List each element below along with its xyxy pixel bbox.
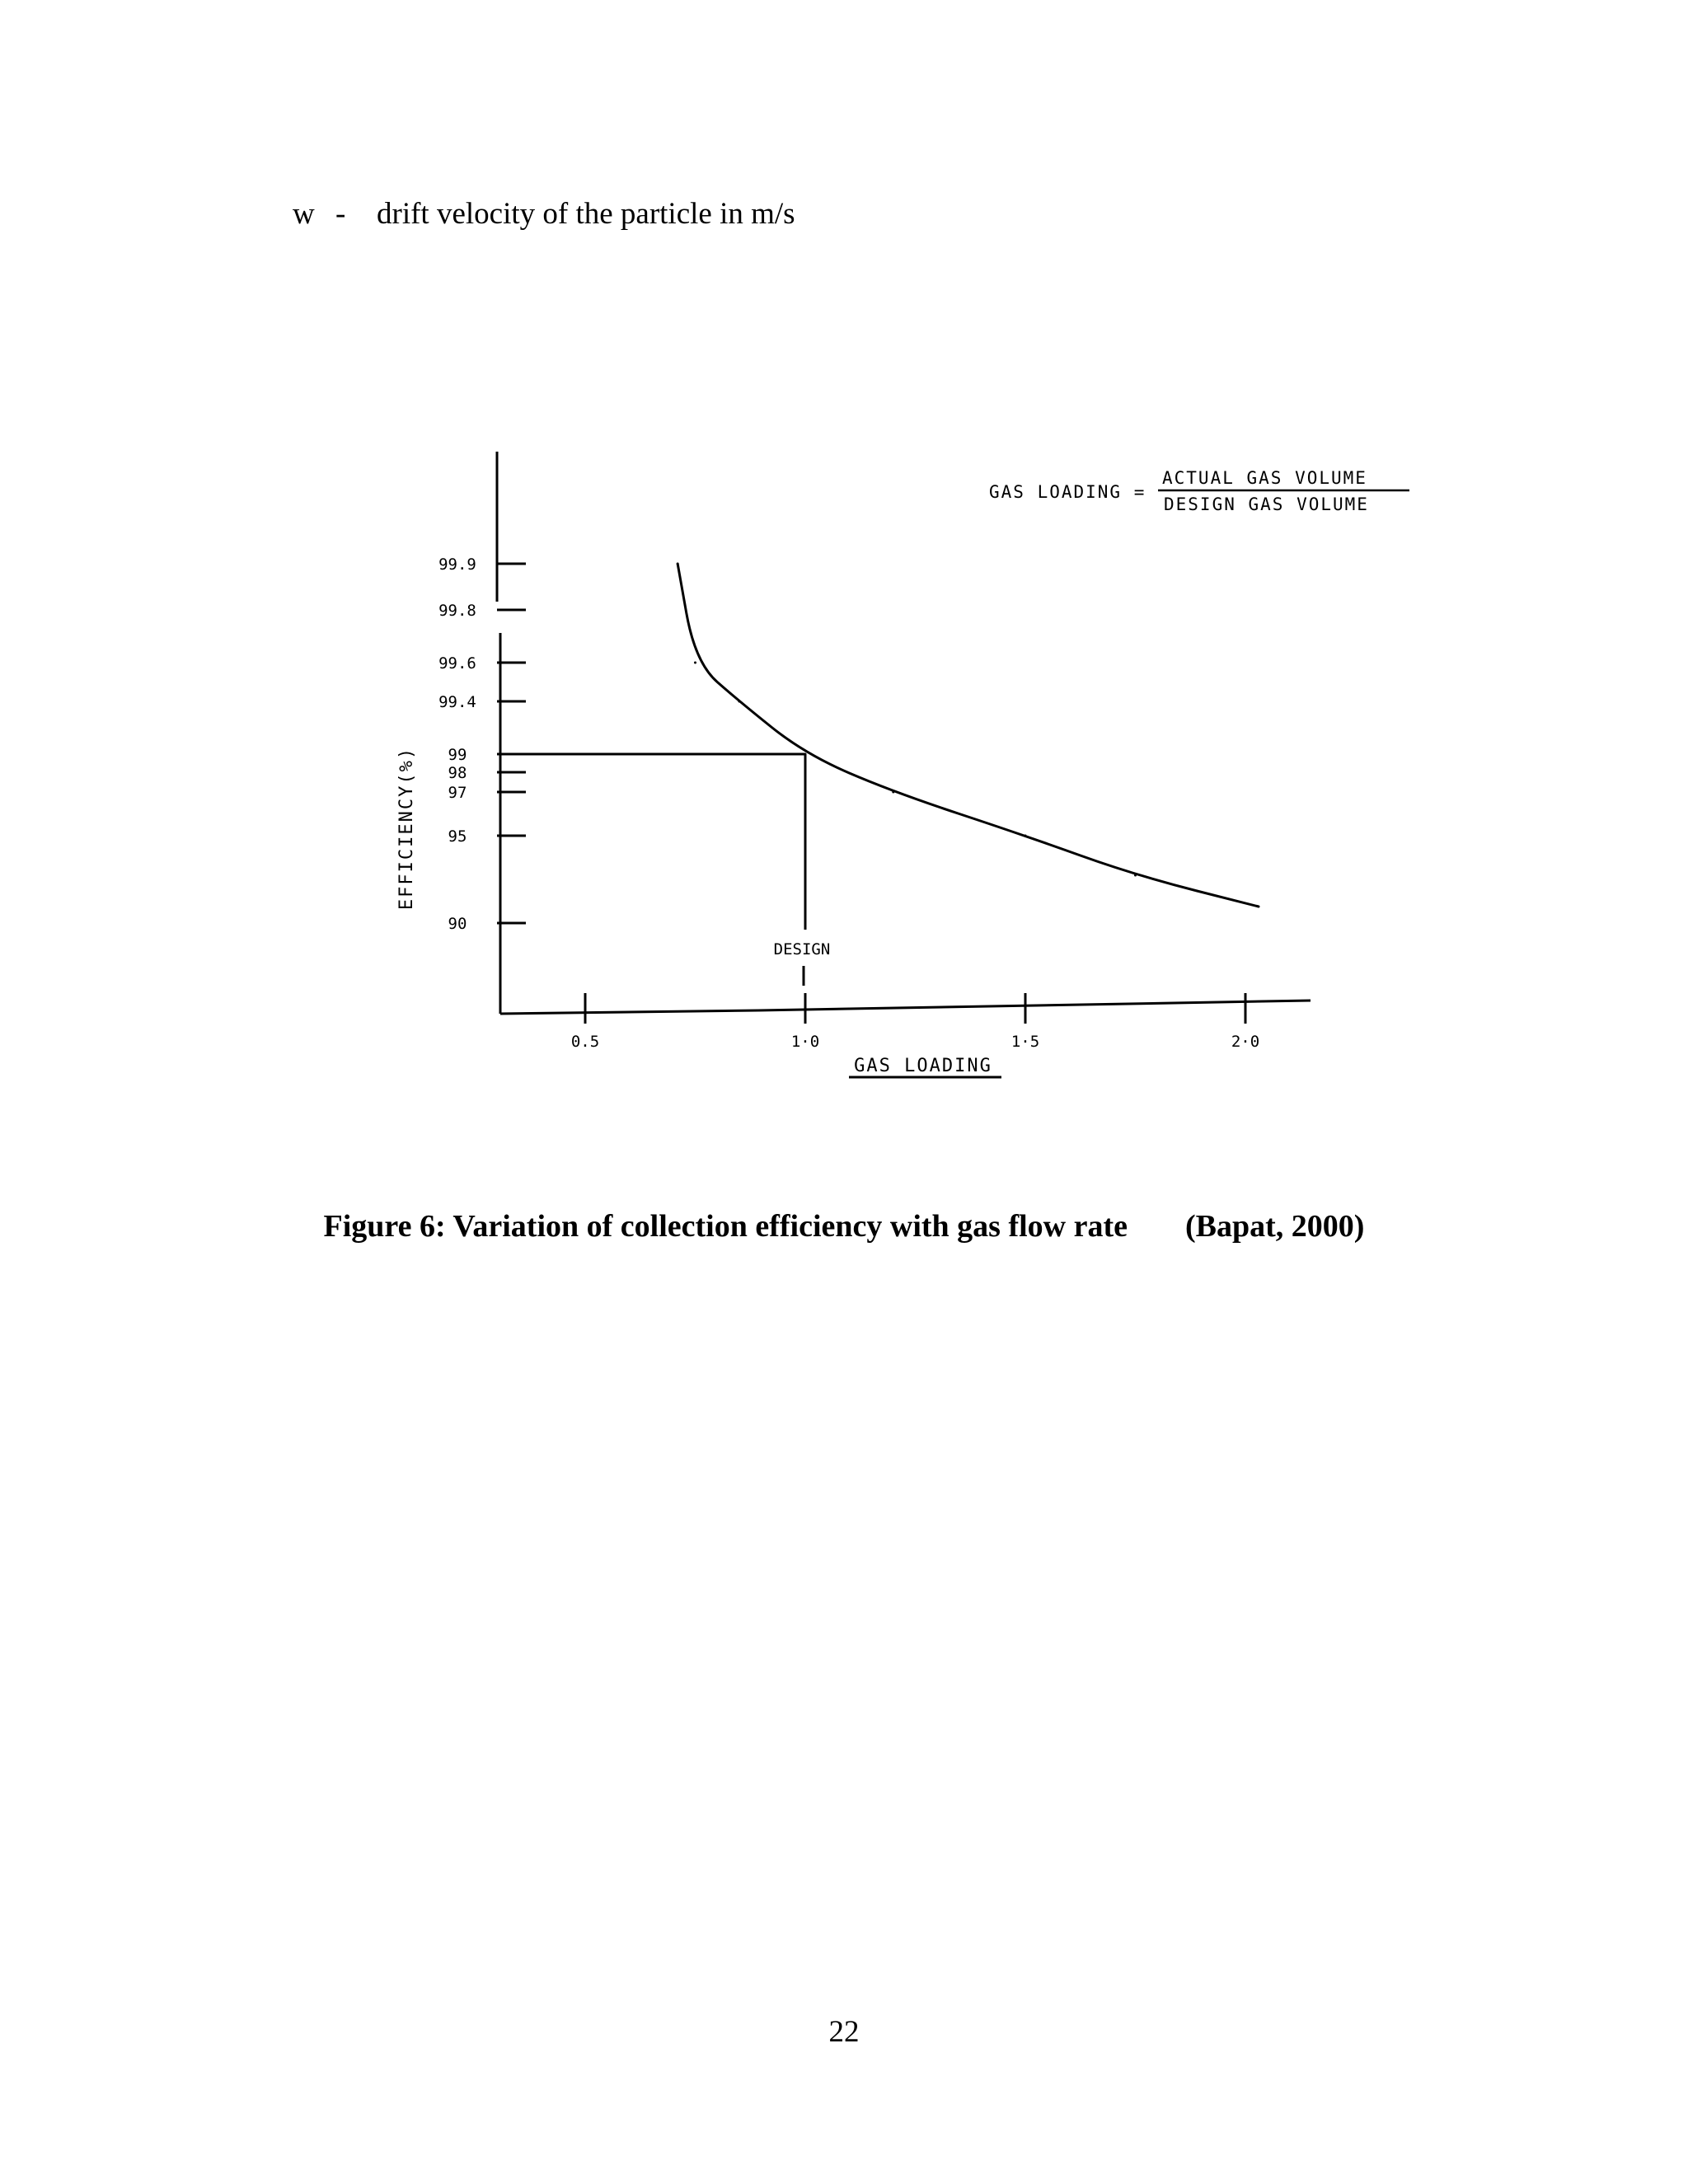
curve-point-1 <box>694 661 696 664</box>
curve-point-7 <box>1257 905 1260 908</box>
curve-point-0 <box>676 562 679 565</box>
y-tick-label-0: 99.9 <box>438 555 476 574</box>
y-axis-label: EFFICIENCY(%) <box>396 747 417 910</box>
definition-text: drift velocity of the particle in m/s <box>377 197 795 231</box>
x-axis-label: GAS LOADING <box>854 1056 992 1076</box>
y-tick-label-1: 99.8 <box>438 602 476 620</box>
formula-denominator: DESIGN GAS VOLUME <box>1164 494 1369 514</box>
design-label: DESIGN <box>774 940 831 958</box>
formula-lhs: GAS LOADING = <box>989 482 1146 502</box>
curve-point-4 <box>892 790 895 794</box>
curve-point-5 <box>1024 834 1027 837</box>
y-tick-label-3: 99.4 <box>438 693 476 711</box>
formula-numerator: ACTUAL GAS VOLUME <box>1162 468 1367 488</box>
x-axis-right <box>757 999 1311 1012</box>
y-tick-label-8: 90 <box>448 915 467 933</box>
caption-text: Figure 6: Variation of collection effici… <box>323 1209 1128 1244</box>
x-axis-ticks: 0.5 1·0 1·5 2·0 <box>571 993 1259 1051</box>
x-tick-label-1: 1·0 <box>791 1033 819 1051</box>
y-tick-label-2: 99.6 <box>438 654 476 673</box>
efficiency-curve <box>676 562 1260 908</box>
figure-caption: Figure 6: Variation of collection effici… <box>0 1208 1688 1244</box>
page-number: 22 <box>828 2015 860 2049</box>
x-tick-label-0: 0.5 <box>571 1033 599 1051</box>
y-tick-label-7: 95 <box>448 827 467 846</box>
y-tick-label-4: 99 <box>448 746 467 764</box>
x-axis-left <box>499 1009 759 1015</box>
curve-point-6 <box>1134 874 1137 877</box>
symbol-w: w <box>293 197 315 231</box>
y-tick-label-5: 98 <box>448 764 467 782</box>
caption-source: (Bapat, 2000) <box>1185 1209 1365 1244</box>
curve-point-2 <box>738 700 741 703</box>
curve-line-0 <box>676 563 1259 908</box>
x-tick-label-3: 2·0 <box>1231 1033 1259 1051</box>
y-tick-label-6: 97 <box>448 784 467 802</box>
chart-axes <box>495 452 1311 1015</box>
definition-line: w - drift velocity of the particle in m/s <box>293 196 795 232</box>
x-tick-label-2: 1·5 <box>1011 1033 1039 1051</box>
definition-dash: - <box>335 197 346 231</box>
design-marker: DESIGN <box>500 752 831 986</box>
